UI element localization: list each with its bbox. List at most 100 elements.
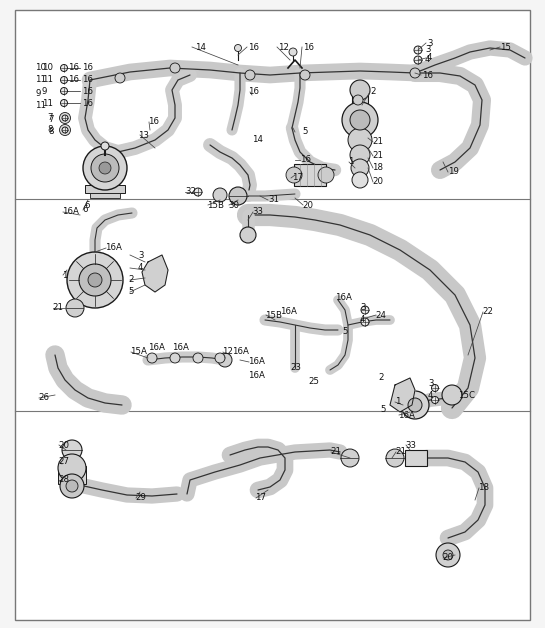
Circle shape [60,65,68,72]
Text: 8: 8 [48,127,53,136]
Text: 18: 18 [372,163,383,173]
Circle shape [170,353,180,363]
Circle shape [62,440,82,460]
Circle shape [115,73,125,83]
Circle shape [432,384,439,391]
Circle shape [300,70,310,80]
Text: 33: 33 [405,440,416,450]
Text: 4: 4 [138,264,143,273]
Circle shape [245,70,255,80]
Circle shape [62,115,68,121]
Text: 10: 10 [42,63,53,72]
Text: 15A: 15A [130,347,147,357]
Circle shape [351,159,369,177]
Text: 16A: 16A [335,293,352,303]
Circle shape [350,80,370,100]
Text: 16: 16 [248,87,259,97]
Text: 16: 16 [68,63,79,72]
Circle shape [342,102,378,138]
Text: 16: 16 [303,43,314,51]
Circle shape [60,474,84,498]
Text: 15C: 15C [458,391,475,399]
Circle shape [213,188,227,202]
Text: 21: 21 [330,448,341,457]
Text: 1: 1 [395,398,401,406]
Circle shape [194,188,202,196]
Text: 16A: 16A [172,344,189,352]
Text: 16: 16 [82,87,93,95]
Text: 2: 2 [378,374,384,382]
Text: 4: 4 [425,55,431,65]
Bar [90,193,120,198]
Circle shape [66,299,84,317]
Text: 11: 11 [35,100,46,109]
Text: 7: 7 [47,114,52,122]
Circle shape [408,398,422,412]
Text: 15B: 15B [207,200,224,210]
Text: 5: 5 [302,127,307,136]
Circle shape [443,550,453,560]
Circle shape [91,154,119,182]
Circle shape [410,68,420,78]
Text: 7: 7 [48,116,53,124]
Text: 27: 27 [58,458,69,467]
Circle shape [240,227,256,243]
Circle shape [436,543,460,567]
Circle shape [414,56,422,64]
Text: 14: 14 [195,43,206,51]
Text: 10: 10 [35,63,46,72]
Text: 18: 18 [478,484,489,492]
Circle shape [101,142,109,150]
Text: 13: 13 [138,131,149,139]
Text: 21: 21 [372,151,383,161]
Text: 20: 20 [302,200,313,210]
Circle shape [386,449,404,467]
Text: 1: 1 [62,271,68,279]
Text: 5: 5 [342,327,348,337]
Circle shape [67,252,123,308]
Circle shape [66,480,78,492]
Circle shape [83,146,127,190]
Text: 26: 26 [38,394,49,403]
Text: 16: 16 [82,99,93,107]
Text: 11: 11 [35,75,46,85]
Circle shape [350,110,370,130]
Text: 3: 3 [427,38,433,48]
Circle shape [432,396,439,404]
Circle shape [58,454,86,482]
Circle shape [60,87,68,94]
Text: 22: 22 [482,308,493,317]
Text: 4: 4 [427,53,433,63]
Text: 11: 11 [42,75,53,85]
Polygon shape [390,378,415,412]
Text: 3: 3 [428,379,433,387]
Text: 5: 5 [128,288,134,296]
Text: 17: 17 [292,173,303,183]
Text: 16: 16 [248,43,259,51]
Text: 3: 3 [138,251,143,259]
Circle shape [401,391,429,419]
Text: 16A: 16A [398,411,415,420]
Text: 3: 3 [425,45,431,55]
Text: 12: 12 [222,347,233,357]
Circle shape [60,99,68,107]
Text: 28: 28 [58,475,69,484]
Circle shape [350,145,370,165]
Circle shape [59,124,70,136]
Text: 2: 2 [370,87,376,97]
Circle shape [289,48,297,56]
Circle shape [361,318,369,326]
Text: 23: 23 [290,364,301,372]
Text: 14: 14 [252,136,263,144]
Circle shape [59,112,70,124]
Circle shape [99,162,111,174]
Text: 16A: 16A [248,371,265,379]
Bar [85,185,125,193]
Circle shape [62,127,68,133]
Text: 31: 31 [268,195,279,205]
Text: 6: 6 [82,205,88,215]
Circle shape [352,172,368,188]
Circle shape [229,187,247,205]
Text: 16A: 16A [280,308,297,317]
Text: 16A: 16A [148,344,165,352]
